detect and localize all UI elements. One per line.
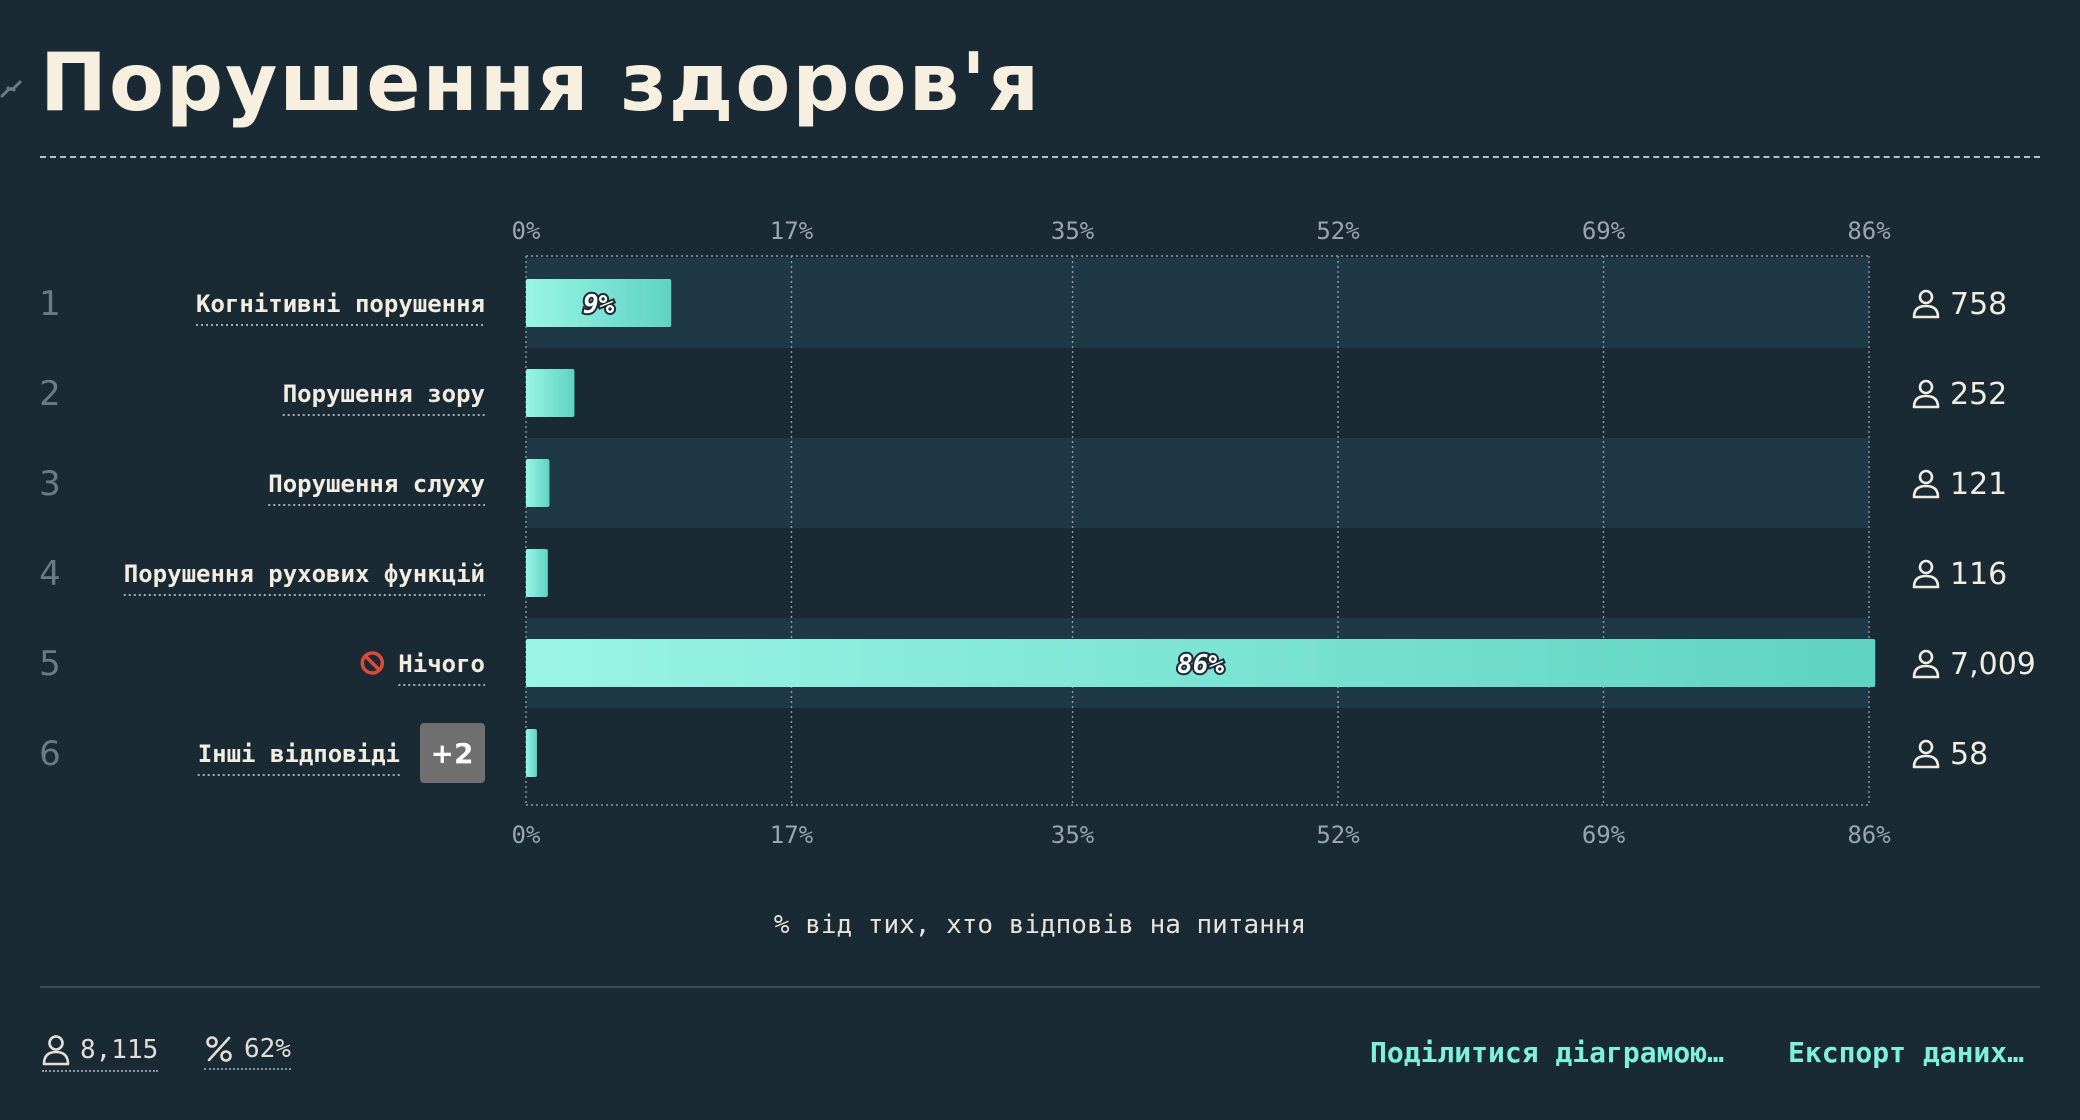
x-tick-label-top: 69%: [1582, 217, 1626, 245]
row-label[interactable]: Нічого: [398, 650, 485, 678]
row-rank: 3: [39, 464, 61, 504]
person-icon-body: [1912, 484, 1940, 499]
prohibited-icon-slash: [364, 654, 381, 672]
x-tick-label-bottom: 0%: [512, 821, 541, 849]
more-answers-badge[interactable]: [420, 723, 485, 783]
response-rate-value: 62%: [244, 1034, 291, 1064]
bar[interactable]: [526, 549, 548, 597]
footer-divider: [40, 986, 2040, 988]
row-band: [526, 258, 1869, 348]
title-divider: [40, 156, 2040, 158]
person-icon-body: [1912, 664, 1940, 679]
prohibited-icon: [360, 651, 385, 675]
bar[interactable]: [526, 729, 537, 777]
bar-value-label: 9%: [583, 290, 615, 320]
bar[interactable]: [526, 279, 672, 327]
row-count: 252: [1950, 377, 2007, 412]
x-tick-label-bottom: 17%: [770, 821, 814, 849]
share-chart-link[interactable]: Поділитися діаграмою…: [1370, 1036, 1725, 1069]
bar-value-label: 86%: [1177, 650, 1224, 680]
person-icon-body: [1912, 574, 1940, 589]
person-icon: [1918, 379, 1934, 395]
page-title: Порушення здоров'я: [40, 36, 1042, 129]
person-icon-body: [1912, 304, 1940, 319]
person-icon-body: [1912, 394, 1940, 409]
person-icon: [1918, 649, 1934, 665]
x-axis-title: % від тих, хто відповів на питання: [773, 910, 1307, 940]
person-icon: [42, 1035, 70, 1066]
x-tick-label-bottom: 86%: [1847, 821, 1891, 849]
x-tick-label-top: 17%: [770, 217, 814, 245]
row-count: 121: [1950, 467, 2007, 502]
more-answers-badge-label: +2: [431, 737, 474, 770]
person-icon-body: [1912, 754, 1940, 769]
bar[interactable]: [526, 369, 575, 417]
link-icon[interactable]: [0, 74, 22, 104]
person-icon: [1918, 739, 1934, 755]
row-label[interactable]: Когнітивні порушення: [196, 290, 485, 318]
row-rank: 1: [39, 284, 61, 324]
row-label[interactable]: Порушення рухових функцій: [124, 560, 485, 588]
row-rank: 5: [39, 644, 61, 684]
row-count: 758: [1950, 287, 2007, 322]
row-count: 58: [1950, 737, 1988, 772]
x-tick-label-top: 86%: [1847, 217, 1891, 245]
x-tick-label-bottom: 69%: [1582, 821, 1626, 849]
person-icon: [1918, 559, 1934, 575]
respondents-count: 8,115: [80, 1035, 159, 1065]
person-icon: [1918, 289, 1934, 305]
export-data-link[interactable]: Експорт даних…: [1788, 1036, 2025, 1069]
x-tick-label-top: 0%: [512, 217, 541, 245]
row-label[interactable]: Порушення слуху: [268, 470, 485, 498]
x-tick-label-top: 52%: [1316, 217, 1360, 245]
x-tick-label-top: 35%: [1051, 217, 1095, 245]
bar[interactable]: [526, 639, 1876, 687]
row-rank: 4: [39, 554, 61, 594]
row-count: 116: [1950, 557, 2007, 592]
bar[interactable]: [526, 459, 550, 507]
x-tick-label-bottom: 52%: [1316, 821, 1360, 849]
row-label[interactable]: Порушення зору: [283, 380, 485, 408]
row-band: [526, 438, 1869, 528]
row-rank: 6: [39, 734, 61, 774]
row-label[interactable]: Інші відповіді: [198, 740, 400, 768]
bar-chart: 0%0%17%17%35%35%52%52%69%69%86%86%1 Когні…: [39, 217, 2036, 849]
x-tick-label-bottom: 35%: [1051, 821, 1095, 849]
response-rate-stat[interactable]: 62%: [204, 1034, 291, 1070]
person-icon: [1918, 469, 1934, 485]
respondents-stat[interactable]: 8,115: [42, 1034, 159, 1072]
row-count: 7,009: [1950, 647, 2036, 682]
row-rank: 2: [39, 374, 61, 414]
percent-icon: [206, 1036, 232, 1062]
